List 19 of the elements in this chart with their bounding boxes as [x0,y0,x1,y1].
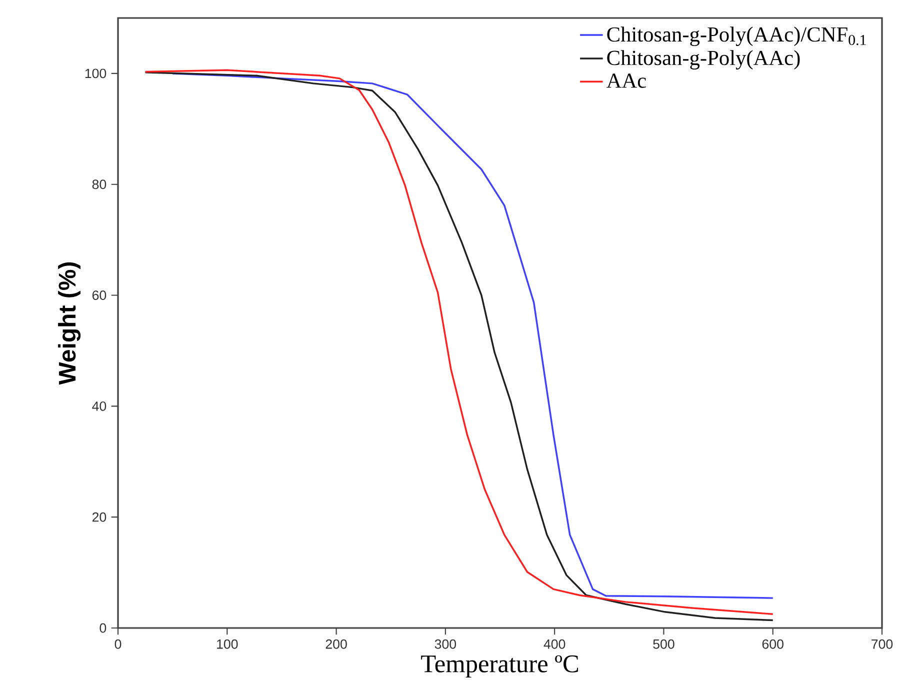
x-tick-label: 100 [217,639,238,649]
x-tick-label: 700 [872,639,893,649]
y-tick-label: 60 [92,290,106,300]
x-tick-label: 300 [434,639,456,649]
legend-label: Chitosan-g-Poly(AAc)/CNF$_{0.1}$ [607,26,866,46]
legend-label: Chitosan-g-Poly(AAc) [607,50,800,70]
x-tick-label: 0 [114,639,122,649]
y-tick-label: 0 [100,623,106,633]
y-tick-label: 20 [92,512,106,522]
legend-label: AAc [606,74,646,88]
x-tick-label: 600 [762,639,784,649]
x-tick-label: 400 [544,639,566,649]
x-tick-label: 500 [653,639,674,649]
y-tick-label: 100 [85,68,106,78]
y-tick-label: 40 [92,401,106,411]
y-axis-title: Weight (%) [58,262,81,385]
x-tick-label: 200 [326,639,347,649]
x-axis-title: Temperature ºC [421,655,578,678]
y-tick-label: 80 [92,180,106,190]
